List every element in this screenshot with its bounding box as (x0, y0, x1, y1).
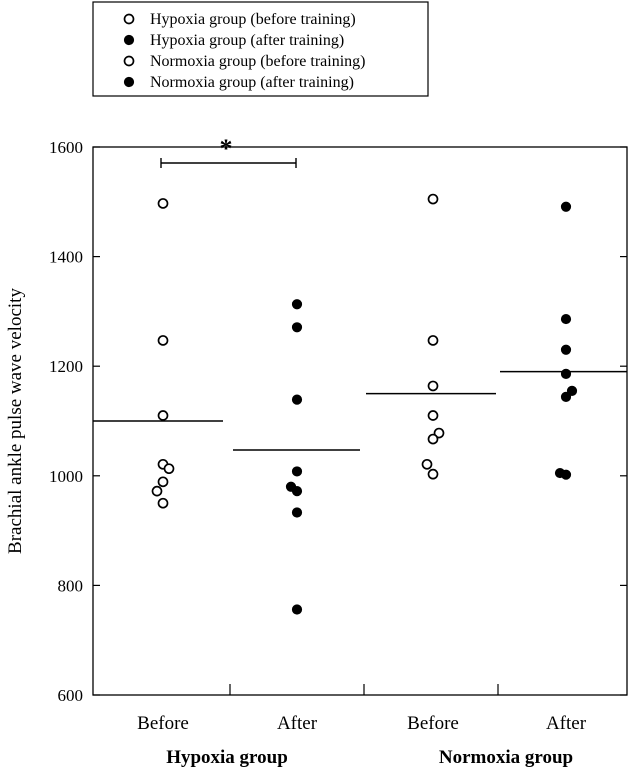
data-point (427, 193, 439, 205)
legend-label: Hypoxia group (after training) (150, 32, 344, 49)
legend-label: Normoxia group (after training) (150, 74, 354, 91)
data-point (151, 485, 163, 497)
data-point (560, 313, 572, 325)
significance-star: * (220, 134, 233, 163)
data-point (157, 410, 169, 421)
legend-label: Hypoxia group (before training) (150, 11, 356, 28)
data-point (157, 476, 169, 488)
y-tick-label: 800 (58, 576, 84, 595)
data-point (560, 391, 572, 402)
data-point (560, 344, 572, 355)
data-point (157, 497, 169, 509)
legend-marker (123, 55, 135, 67)
data-point (291, 466, 303, 477)
y-tick-label: 1200 (49, 357, 83, 376)
data-point (560, 469, 572, 480)
x-tick-label: After (546, 713, 587, 734)
x-tick-label: After (277, 713, 318, 734)
data-point (421, 458, 433, 470)
data-point (291, 394, 303, 405)
legend-label: Normoxia group (before training) (150, 53, 365, 70)
y-tick-label: 1000 (49, 467, 83, 486)
legend-marker (123, 34, 135, 46)
data-point (291, 486, 303, 497)
data-point (560, 201, 572, 212)
group-label: Normoxia group (439, 747, 573, 768)
data-point (157, 198, 169, 209)
data-point (291, 507, 303, 518)
data-point (427, 433, 439, 445)
legend-marker (123, 76, 135, 88)
x-tick-label: Before (407, 713, 459, 734)
y-tick-label: 1400 (49, 248, 83, 267)
legend-marker (123, 13, 135, 25)
y-tick-label: 1600 (49, 138, 83, 157)
x-tick-label: Before (137, 713, 189, 734)
y-tick-label: 600 (58, 686, 84, 705)
data-point (427, 380, 439, 392)
data-point (560, 368, 572, 379)
data-point (427, 335, 439, 346)
data-point (291, 322, 303, 333)
data-point (427, 410, 439, 421)
data-point (427, 468, 439, 480)
data-point (291, 604, 303, 615)
legend: Hypoxia group (before training) Hypoxia g… (92, 1, 429, 97)
data-point (566, 385, 578, 396)
data-point (291, 299, 303, 310)
data-point (157, 335, 169, 346)
data-point (163, 463, 175, 475)
legend-box (92, 1, 429, 97)
group-label: Hypoxia group (166, 747, 288, 768)
y-axis-label: Brachial ankle pulse wave velocity (5, 288, 26, 554)
